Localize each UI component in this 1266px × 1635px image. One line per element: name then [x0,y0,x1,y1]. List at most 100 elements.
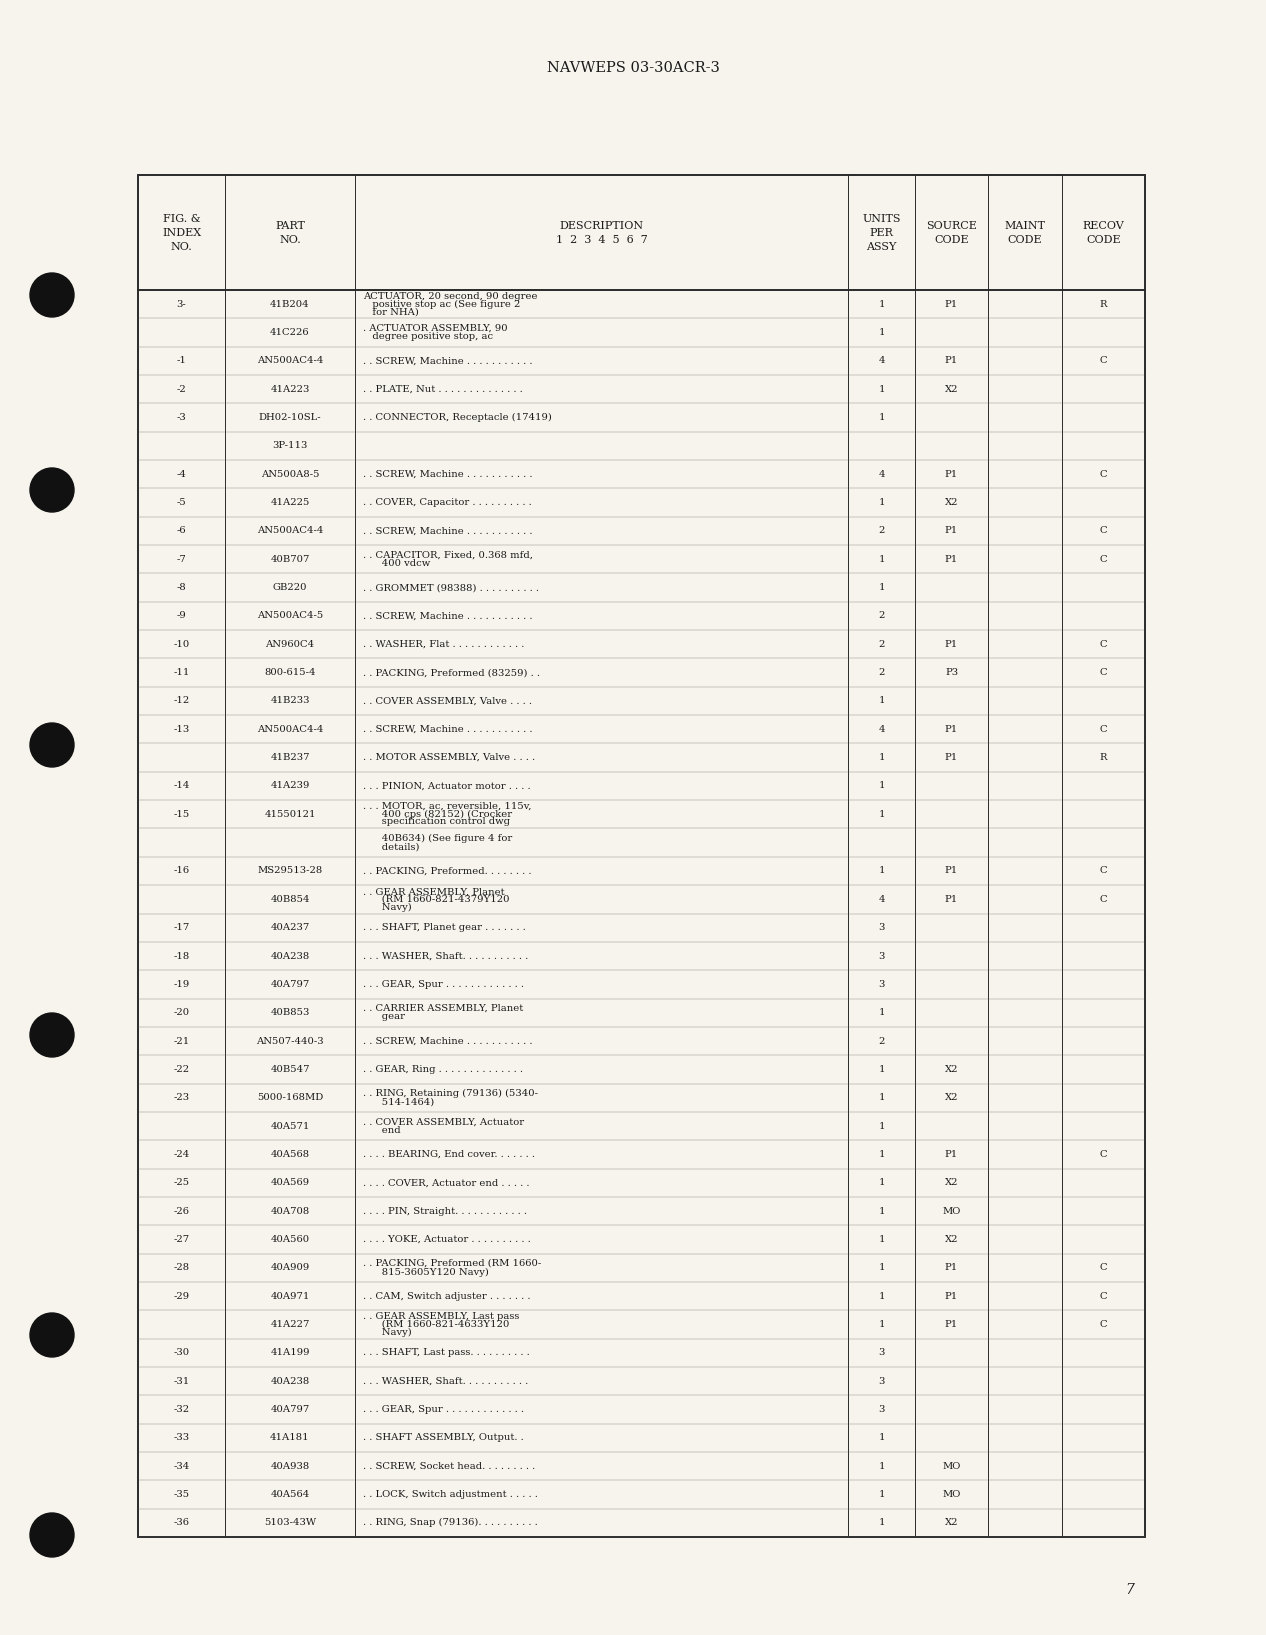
Text: -29: -29 [173,1292,190,1300]
Text: 1: 1 [879,299,885,309]
Text: 1: 1 [879,754,885,762]
Text: -34: -34 [173,1462,190,1470]
Text: (RM 1660-821-4633Y120: (RM 1660-821-4633Y120 [363,1319,509,1329]
Text: AN500AC4-4: AN500AC4-4 [257,724,323,734]
Text: (RM 1660-821-4379Y120: (RM 1660-821-4379Y120 [363,894,509,904]
Text: -10: -10 [173,639,190,649]
Circle shape [30,1014,73,1056]
Text: 1: 1 [879,384,885,394]
Text: -26: -26 [173,1207,190,1215]
Text: DH02-10SL-: DH02-10SL- [258,414,322,422]
Text: 1: 1 [879,414,885,422]
Text: 2: 2 [879,526,885,535]
Text: . . COVER, Capacitor . . . . . . . . . .: . . COVER, Capacitor . . . . . . . . . . [363,499,532,507]
Text: 1: 1 [879,1094,885,1102]
Text: . . . . PIN, Straight. . . . . . . . . . . .: . . . . PIN, Straight. . . . . . . . . .… [363,1207,527,1215]
Text: -13: -13 [173,724,190,734]
Text: 1: 1 [879,1122,885,1130]
Text: -7: -7 [177,554,186,564]
Text: 1: 1 [879,867,885,875]
Text: 3: 3 [879,1404,885,1414]
Text: -4: -4 [176,469,186,479]
Text: AN507-440-3: AN507-440-3 [256,1037,324,1045]
Text: 1: 1 [879,1009,885,1017]
Text: C: C [1100,1149,1108,1159]
Text: . . CONNECTOR, Receptacle (17419): . . CONNECTOR, Receptacle (17419) [363,414,552,422]
Text: C: C [1100,894,1108,904]
Text: X2: X2 [944,1519,958,1527]
Text: 400 vdcw: 400 vdcw [363,559,430,567]
Text: degree positive stop, ac: degree positive stop, ac [363,332,494,342]
Text: 40A797: 40A797 [271,1404,310,1414]
Text: -30: -30 [173,1349,190,1357]
Text: -31: -31 [173,1377,190,1385]
Text: 1: 1 [879,1462,885,1470]
Text: -6: -6 [177,526,186,535]
Text: 1: 1 [879,554,885,564]
Text: -20: -20 [173,1009,190,1017]
Text: . . GEAR ASSEMBLY, Planet: . . GEAR ASSEMBLY, Planet [363,888,505,896]
Text: 40A237: 40A237 [271,924,310,932]
Text: C: C [1100,554,1108,564]
Text: . . SCREW, Machine . . . . . . . . . . .: . . SCREW, Machine . . . . . . . . . . . [363,1037,533,1045]
Text: 4: 4 [879,469,885,479]
Text: P1: P1 [944,356,958,365]
Text: . . PACKING, Preformed (RM 1660-: . . PACKING, Preformed (RM 1660- [363,1259,542,1269]
Text: 40B854: 40B854 [270,894,310,904]
Text: . . PACKING, Preformed. . . . . . . .: . . PACKING, Preformed. . . . . . . . [363,867,532,875]
Text: -16: -16 [173,867,190,875]
Text: 41A239: 41A239 [271,782,310,790]
Text: MS29513-28: MS29513-28 [257,867,323,875]
Text: . . COVER ASSEMBLY, Actuator: . . COVER ASSEMBLY, Actuator [363,1117,524,1127]
Text: for NHA): for NHA) [363,307,419,316]
Text: . . SCREW, Machine . . . . . . . . . . .: . . SCREW, Machine . . . . . . . . . . . [363,611,533,620]
Text: 40A938: 40A938 [271,1462,310,1470]
Text: . . CARRIER ASSEMBLY, Planet: . . CARRIER ASSEMBLY, Planet [363,1004,523,1014]
Text: 1: 1 [879,1489,885,1499]
Text: . . . GEAR, Spur . . . . . . . . . . . . .: . . . GEAR, Spur . . . . . . . . . . . .… [363,979,524,989]
Text: C: C [1100,1292,1108,1300]
Text: 41A181: 41A181 [270,1434,310,1442]
Text: P1: P1 [944,469,958,479]
Text: . . . . BEARING, End cover. . . . . . .: . . . . BEARING, End cover. . . . . . . [363,1149,536,1159]
Text: . . GEAR, Ring . . . . . . . . . . . . . .: . . GEAR, Ring . . . . . . . . . . . . .… [363,1064,523,1074]
Text: X2: X2 [944,1234,958,1244]
Text: P1: P1 [944,894,958,904]
Text: . . COVER ASSEMBLY, Valve . . . .: . . COVER ASSEMBLY, Valve . . . . [363,697,532,705]
Text: P1: P1 [944,754,958,762]
Text: 2: 2 [879,611,885,620]
Text: 514-1464): 514-1464) [363,1097,434,1107]
Text: . ACTUATOR ASSEMBLY, 90: . ACTUATOR ASSEMBLY, 90 [363,324,508,334]
Text: P1: P1 [944,1264,958,1272]
Text: 40B707: 40B707 [271,554,310,564]
Text: -3: -3 [177,414,186,422]
Text: R: R [1100,754,1108,762]
Text: . . CAPACITOR, Fixed, 0.368 mfd,: . . CAPACITOR, Fixed, 0.368 mfd, [363,551,533,559]
Text: P3: P3 [944,669,958,677]
Text: AN500A8-5: AN500A8-5 [261,469,319,479]
Text: -25: -25 [173,1179,190,1187]
Text: . . . WASHER, Shaft. . . . . . . . . . .: . . . WASHER, Shaft. . . . . . . . . . . [363,952,528,960]
Bar [138,175,1144,1537]
Text: . . SCREW, Machine . . . . . . . . . . .: . . SCREW, Machine . . . . . . . . . . . [363,724,533,734]
Text: MO: MO [942,1207,961,1215]
Text: C: C [1100,669,1108,677]
Text: . . SCREW, Socket head. . . . . . . . .: . . SCREW, Socket head. . . . . . . . . [363,1462,536,1470]
Circle shape [30,1512,73,1557]
Text: X2: X2 [944,499,958,507]
Text: 2: 2 [879,639,885,649]
Text: X2: X2 [944,1179,958,1187]
Circle shape [30,468,73,512]
Text: -15: -15 [173,809,190,819]
Text: . . . PINION, Actuator motor . . . .: . . . PINION, Actuator motor . . . . [363,782,530,790]
Text: 1: 1 [879,1434,885,1442]
Text: 40A564: 40A564 [271,1489,310,1499]
Text: R: R [1100,299,1108,309]
Text: 1: 1 [879,809,885,819]
Text: end: end [363,1127,400,1135]
Text: X2: X2 [944,1094,958,1102]
Text: 41B237: 41B237 [270,754,310,762]
Text: UNITS
PER
ASSY: UNITS PER ASSY [862,214,900,252]
Text: . . SCREW, Machine . . . . . . . . . . .: . . SCREW, Machine . . . . . . . . . . . [363,526,533,535]
Text: 40A971: 40A971 [271,1292,310,1300]
